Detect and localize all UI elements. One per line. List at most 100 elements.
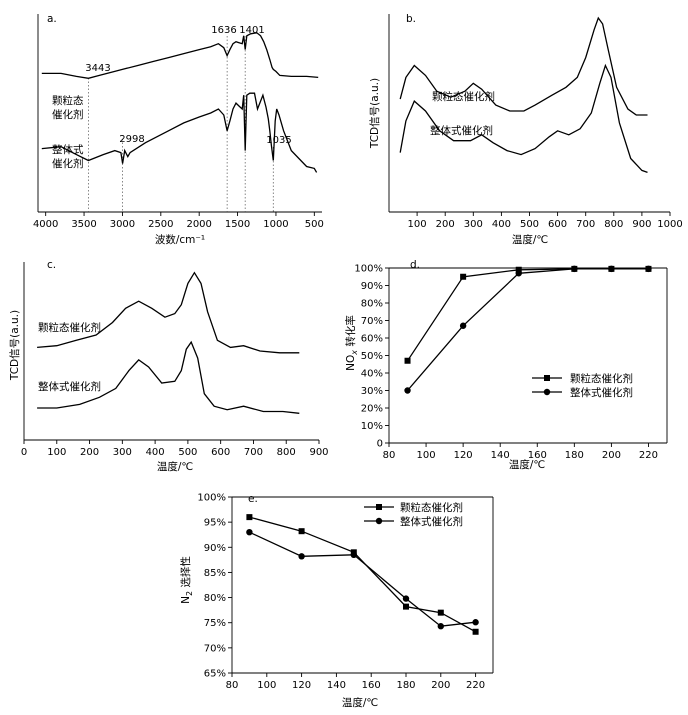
panel-d-x-tick-label: 160 xyxy=(528,450,547,461)
panel-b-x-tick-label: 600 xyxy=(548,219,567,230)
panel-b-x-tick-label: 500 xyxy=(520,219,539,230)
panel-e-label: e. xyxy=(248,493,258,505)
panel-c-x-tick-label: 300 xyxy=(113,447,132,458)
panel-e-y-tick-label: 80% xyxy=(204,593,226,604)
panel-e-point-granular xyxy=(437,609,444,616)
panel-a-series-label: 整体式 xyxy=(52,143,84,156)
panel-d-xlabel: 温度/℃ xyxy=(509,458,545,471)
panel-e-point-monolithic xyxy=(246,529,253,536)
panel-c-xlabel: 温度/℃ xyxy=(157,460,193,473)
panel-d-y-tick-label: 30% xyxy=(361,386,383,397)
panel-d-y-tick-label: 40% xyxy=(361,369,383,380)
panel-d-ylabel-rest: 转化率 xyxy=(344,315,357,350)
panel-d-point-granular xyxy=(460,273,467,280)
panel-d-series-line-monolithic xyxy=(407,268,649,391)
panel-e-y-tick-label: 90% xyxy=(204,543,226,554)
panel-d-x-tick-label: 100 xyxy=(417,450,436,461)
panel-e-x-tick-label: 180 xyxy=(396,680,415,691)
panel-e-x-tick-label: 120 xyxy=(292,680,311,691)
panel-e-x-tick-label: 80 xyxy=(226,680,239,691)
panel-d-x-tick-label: 180 xyxy=(565,450,584,461)
panel-a-label: a. xyxy=(47,13,57,25)
panel-d-ylabel: NOx 转化率 xyxy=(344,315,359,371)
panel-e-point-granular xyxy=(298,528,305,535)
panel-e-n2-selectivity: e. 温度/℃ N2 选择性 80 100 120 140 160 180 200 220 65… xyxy=(179,493,494,709)
panel-e-point-monolithic xyxy=(350,551,357,559)
panel-b-series-label: 整体式催化剂 xyxy=(430,124,493,137)
panel-b-label: b. xyxy=(406,13,416,25)
panel-a-annotation: 2998 xyxy=(119,134,144,145)
panel-d-label: d. xyxy=(410,259,420,271)
panel-d-x-tick-label: 220 xyxy=(639,450,658,461)
panel-d-point-monolithic xyxy=(645,265,652,273)
panel-d-y-tick-label: 0 xyxy=(377,439,383,450)
panel-a-annotation: 1401 xyxy=(239,25,264,36)
panel-c-series-granular xyxy=(37,271,300,354)
panel-e-x-tick-label: 200 xyxy=(431,680,450,691)
panel-a-annotation: 1636 xyxy=(211,25,236,36)
panel-e-y-tick-label: 65% xyxy=(204,669,226,680)
panel-e-y-tick-label: 95% xyxy=(204,518,226,529)
panel-d-y-tick-label: 60% xyxy=(361,334,383,345)
panel-d-legend-label: 颗粒态催化剂 xyxy=(570,372,633,385)
panel-c-ylabel: TCD信号(a.u.) xyxy=(9,310,21,381)
panel-e-x-tick-label: 160 xyxy=(362,680,381,691)
panel-c-series-monolithic xyxy=(37,340,300,414)
panel-a-annotation: 1035 xyxy=(266,135,291,146)
panel-b-x-tick-label: 100 xyxy=(408,219,427,230)
panel-d-point-monolithic xyxy=(515,270,522,277)
panel-d-x-tick-label: 140 xyxy=(491,450,510,461)
panel-e-ylabel-sub: 2 xyxy=(185,591,194,596)
panel-e-ylabel-main: N xyxy=(180,596,192,604)
panel-e-x-tick-label: 220 xyxy=(466,680,485,691)
panel-e-legend-marker xyxy=(376,504,382,510)
panel-a-series-monolithic xyxy=(41,92,318,173)
panel-a-x-tick-label: 1000 xyxy=(263,219,288,230)
panel-e-point-granular xyxy=(246,514,253,521)
panel-d-x-tick-label: 200 xyxy=(602,450,621,461)
panel-d-nox-conversion: d. 温度/℃ NOx 转化率 80 100 120 140 160 180 200 220 0… xyxy=(344,259,668,471)
panel-a-x-tick-label: 3000 xyxy=(110,219,135,230)
panel-d-y-tick-label: 90% xyxy=(361,281,383,292)
panel-e-y-tick-label: 85% xyxy=(204,568,226,579)
panel-e-series-line-monolithic xyxy=(249,531,476,627)
panel-a-x-tick-label: 500 xyxy=(305,219,324,230)
panel-e-series-line-granular xyxy=(249,516,476,633)
panel-e-legend-label: 整体式催化剂 xyxy=(400,515,463,528)
panel-b-tcd-profile: b. 温度/℃ TCD信号(a.u.) 100 200 300 400 500 600 70… xyxy=(369,13,683,246)
panel-c-x-tick-label: 0 xyxy=(21,447,27,458)
panel-d-y-tick-label: 70% xyxy=(361,316,383,327)
panel-b-x-tick-label: 1000 xyxy=(657,219,682,230)
panel-e-xlabel: 温度/℃ xyxy=(342,696,378,709)
panel-e-x-tick-label: 100 xyxy=(257,680,276,691)
panel-d-ylabel-sub: x xyxy=(350,350,359,356)
panel-e-y-tick-label: 70% xyxy=(204,643,226,654)
panel-c-label: c. xyxy=(47,259,56,271)
panel-d-ylabel-main: NO xyxy=(345,355,357,371)
panel-d-point-granular xyxy=(515,266,522,273)
panel-b-x-tick-label: 900 xyxy=(632,219,651,230)
panel-a-series-granular xyxy=(41,32,319,79)
panel-e-point-monolithic xyxy=(437,623,444,630)
panel-c-x-tick-label: 500 xyxy=(178,447,197,458)
panel-d-point-monolithic xyxy=(459,322,467,329)
panel-b-x-tick-label: 300 xyxy=(464,219,483,230)
panel-b-series-granular xyxy=(399,16,648,116)
panel-e-x-tick-label: 140 xyxy=(327,680,346,691)
panel-e-y-tick-label: 100% xyxy=(197,493,226,504)
panel-d-y-tick-label: 50% xyxy=(361,351,383,362)
panel-b-x-tick-label: 700 xyxy=(576,219,595,230)
panel-d-point-monolithic xyxy=(404,387,411,394)
panel-e-point-monolithic xyxy=(298,553,305,560)
panel-c-x-tick-label: 100 xyxy=(47,447,66,458)
panel-d-legend-label: 整体式催化剂 xyxy=(570,386,633,399)
panel-d-point-monolithic xyxy=(571,265,578,273)
panel-b-ylabel: TCD信号(a.u.) xyxy=(369,78,381,149)
panel-d-point-monolithic xyxy=(608,265,615,273)
panel-d-y-tick-label: 20% xyxy=(361,404,383,415)
panel-a-x-tick-label: 2500 xyxy=(148,219,173,230)
panel-d-y-tick-label: 100% xyxy=(354,264,383,275)
panel-d-y-tick-label: 80% xyxy=(361,299,383,310)
panel-d-x-tick-label: 80 xyxy=(383,450,396,461)
panel-a-series-label: 催化剂 xyxy=(52,108,84,121)
